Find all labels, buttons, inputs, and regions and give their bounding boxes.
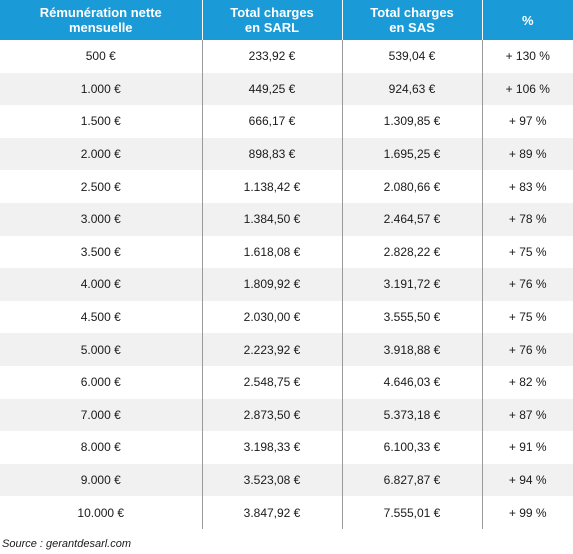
cell-charges-sarl: 1.138,42 € bbox=[201, 170, 342, 203]
table-row: 7.000 €2.873,50 €5.373,18 € + 87 % bbox=[0, 398, 573, 432]
cell-charges-sas: 2.828,22 € bbox=[341, 235, 482, 269]
cell-charges-sas: 4.646,03 € bbox=[341, 365, 482, 399]
table-row: 4.000 €1.809,92 €3.191,72 € + 76 % bbox=[0, 268, 573, 301]
cell-charges-sas: 3.555,50 € bbox=[341, 300, 482, 334]
cell-net-pay: 2.500 € bbox=[0, 170, 202, 203]
cell-charges-sarl: 2.030,00 € bbox=[201, 300, 342, 334]
cell-charges-sas: 7.555,01 € bbox=[341, 496, 482, 529]
table-row: 9.000 €3.523,08 €6.827,87 € + 94 % bbox=[0, 463, 573, 497]
cell-charges-sarl: 3.198,33 € bbox=[201, 431, 342, 464]
header-total-charges-sas: Total charges en SAS bbox=[341, 0, 482, 40]
cell-net-pay: 4.500 € bbox=[0, 300, 202, 334]
cell-charges-sas: 924,63 € bbox=[341, 72, 482, 106]
header-row: Rémunération nette mensuelle Total charges… bbox=[0, 0, 573, 40]
cell-charges-sas: 2.080,66 € bbox=[341, 170, 482, 203]
cell-percent: + 87 % bbox=[481, 398, 573, 432]
table-row: 4.500 €2.030,00 €3.555,50 € + 75 % bbox=[0, 300, 573, 334]
cell-net-pay: 2.000 € bbox=[0, 137, 202, 171]
table-row: 8.000 €3.198,33 €6.100,33 € + 91 % bbox=[0, 431, 573, 464]
cell-charges-sas: 3.918,88 € bbox=[341, 333, 482, 366]
cell-charges-sas: 1.309,85 € bbox=[341, 105, 482, 138]
cell-net-pay: 3.500 € bbox=[0, 235, 202, 269]
cell-net-pay: 3.000 € bbox=[0, 202, 202, 236]
cell-percent: + 78 % bbox=[481, 202, 573, 236]
cell-net-pay: 1.000 € bbox=[0, 72, 202, 106]
cell-charges-sarl: 2.548,75 € bbox=[201, 365, 342, 399]
charges-comparison-table: Rémunération nette mensuelle Total charges… bbox=[0, 0, 573, 529]
cell-charges-sas: 2.464,57 € bbox=[341, 202, 482, 236]
header-total-charges-sarl: Total charges en SARL bbox=[201, 0, 342, 40]
cell-charges-sarl: 898,83 € bbox=[201, 137, 342, 171]
cell-net-pay: 9.000 € bbox=[0, 463, 202, 497]
cell-percent: + 82 % bbox=[481, 365, 573, 399]
table-row: 2.500 €1.138,42 €2.080,66 € + 83 % bbox=[0, 170, 573, 203]
cell-charges-sas: 6.100,33 € bbox=[341, 431, 482, 464]
cell-charges-sas: 1.695,25 € bbox=[341, 137, 482, 171]
cell-charges-sarl: 233,92 € bbox=[201, 40, 342, 73]
cell-charges-sas: 6.827,87 € bbox=[341, 463, 482, 497]
cell-net-pay: 1.500 € bbox=[0, 105, 202, 138]
cell-percent: + 83 % bbox=[481, 170, 573, 203]
table-row: 6.000 €2.548,75 €4.646,03 € + 82 % bbox=[0, 365, 573, 399]
header-percent: % bbox=[481, 0, 573, 40]
table-header: Rémunération nette mensuelle Total charges… bbox=[0, 0, 573, 40]
cell-percent: + 106 % bbox=[481, 72, 573, 106]
cell-percent: + 76 % bbox=[481, 333, 573, 366]
table-row: 5.000 €2.223,92 €3.918,88 € + 76 % bbox=[0, 333, 573, 366]
table-row: 10.000 €3.847,92 €7.555,01 € + 99 % bbox=[0, 496, 573, 529]
cell-charges-sarl: 2.873,50 € bbox=[201, 398, 342, 432]
cell-charges-sarl: 3.847,92 € bbox=[201, 496, 342, 529]
source-note: Source : gerantdesarl.com bbox=[2, 538, 132, 550]
cell-net-pay: 8.000 € bbox=[0, 431, 202, 464]
cell-charges-sas: 539,04 € bbox=[341, 40, 482, 73]
cell-percent: + 89 % bbox=[481, 137, 573, 171]
table-row: 500 €233,92 €539,04 € + 130 % bbox=[0, 40, 573, 73]
cell-net-pay: 7.000 € bbox=[0, 398, 202, 432]
cell-charges-sarl: 2.223,92 € bbox=[201, 333, 342, 366]
cell-percent: + 94 % bbox=[481, 463, 573, 497]
cell-net-pay: 10.000 € bbox=[0, 496, 202, 529]
cell-charges-sas: 5.373,18 € bbox=[341, 398, 482, 432]
cell-percent: + 75 % bbox=[481, 235, 573, 269]
table-row: 1.500 €666,17 €1.309,85 € + 97 % bbox=[0, 105, 573, 138]
table-row: 1.000 €449,25 €924,63 € + 106 % bbox=[0, 72, 573, 106]
table-row: 3.500 €1.618,08 €2.828,22 € + 75 % bbox=[0, 235, 573, 269]
cell-net-pay: 500 € bbox=[0, 40, 202, 73]
cell-percent: + 76 % bbox=[481, 268, 573, 301]
header-monthly-net-pay: Rémunération nette mensuelle bbox=[0, 0, 202, 40]
cell-charges-sarl: 3.523,08 € bbox=[201, 463, 342, 497]
cell-percent: + 75 % bbox=[481, 300, 573, 334]
cell-charges-sarl: 1.384,50 € bbox=[201, 202, 342, 236]
cell-percent: + 130 % bbox=[481, 40, 573, 73]
cell-percent: + 91 % bbox=[481, 431, 573, 464]
cell-net-pay: 5.000 € bbox=[0, 333, 202, 366]
cell-charges-sarl: 449,25 € bbox=[201, 72, 342, 106]
cell-percent: + 99 % bbox=[481, 496, 573, 529]
table-row: 3.000 €1.384,50 €2.464,57 € + 78 % bbox=[0, 202, 573, 236]
cell-charges-sas: 3.191,72 € bbox=[341, 268, 482, 301]
cell-percent: + 97 % bbox=[481, 105, 573, 138]
cell-net-pay: 4.000 € bbox=[0, 268, 202, 301]
table-body: 500 €233,92 €539,04 € + 130 % 1.000 €449,2… bbox=[0, 40, 573, 529]
cell-charges-sarl: 666,17 € bbox=[201, 105, 342, 138]
cell-net-pay: 6.000 € bbox=[0, 365, 202, 399]
cell-charges-sarl: 1.809,92 € bbox=[201, 268, 342, 301]
table-row: 2.000 €898,83 €1.695,25 € + 89 % bbox=[0, 137, 573, 171]
cell-charges-sarl: 1.618,08 € bbox=[201, 235, 342, 269]
